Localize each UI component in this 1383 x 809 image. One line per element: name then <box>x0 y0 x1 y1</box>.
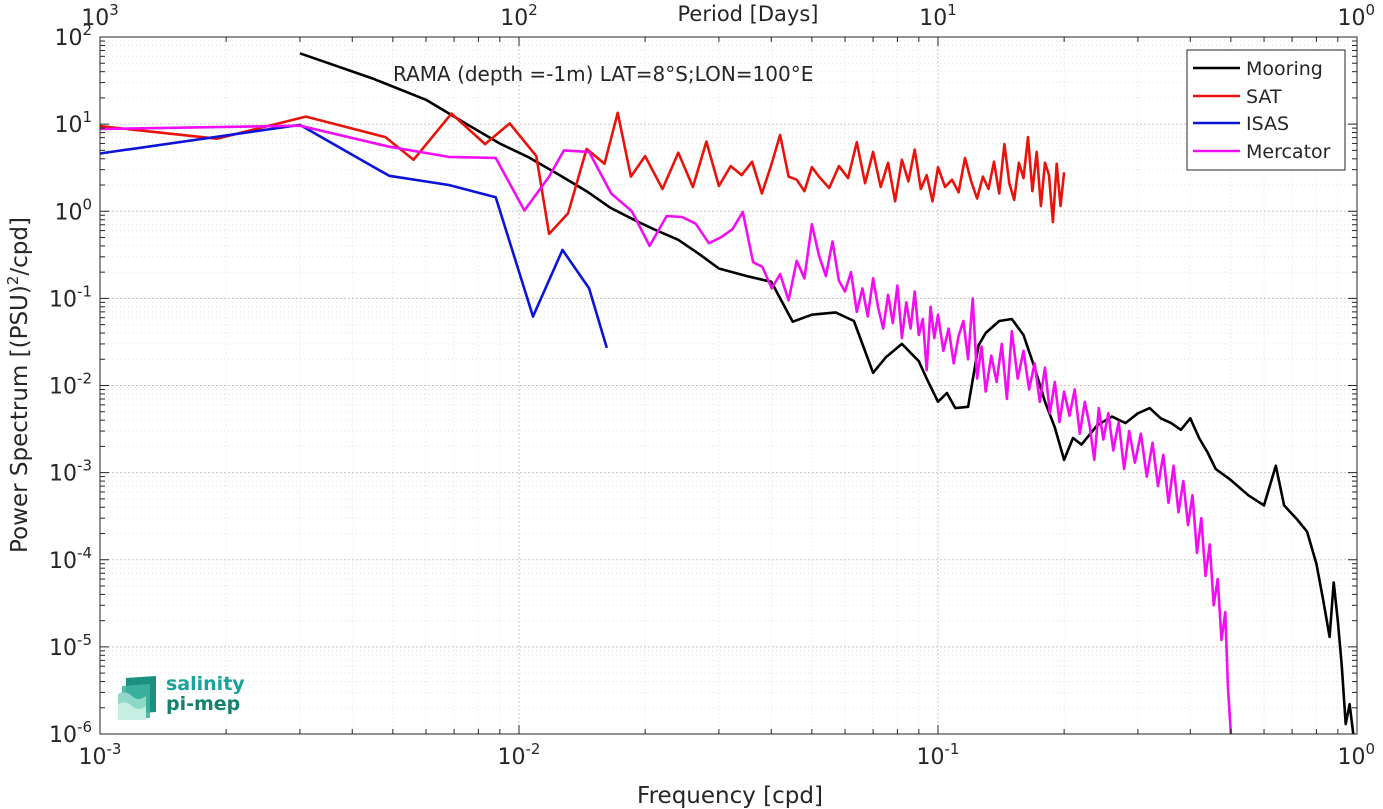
y-tick-label: 10-4 <box>49 544 92 574</box>
y-tick-label: 10-5 <box>49 631 92 661</box>
top-tick-label: 100 <box>1337 1 1375 31</box>
top-axis-label: Period [Days] <box>678 2 819 26</box>
series-line-mercator <box>99 124 1233 735</box>
x-tick-label: 10-3 <box>79 740 122 770</box>
x-axis-label: Frequency [cpd] <box>637 783 823 809</box>
x-tick-label: 10-1 <box>917 740 960 770</box>
y-tick-label: 101 <box>54 108 92 138</box>
chart-title: RAMA (depth =-1m) LAT=8°S;LON=100°E <box>393 62 813 86</box>
series-line-sat <box>99 111 1066 236</box>
y-tick-label: 10-1 <box>49 282 92 312</box>
y-tick-label: 10-3 <box>49 457 92 487</box>
grid <box>99 37 1357 735</box>
series-lines <box>99 52 1355 735</box>
legend-label-mooring: Mooring <box>1246 58 1323 80</box>
y-tick-label: 102 <box>54 21 92 51</box>
top-tick-label: 102 <box>500 1 538 31</box>
x-tick-label: 10-2 <box>498 740 541 770</box>
y-axis-label: Power Spectrum [(PSU)2/cpd] <box>4 217 33 553</box>
salinity-pi-mep-logo: salinity pi-mep <box>116 670 256 726</box>
legend-label-sat: SAT <box>1246 86 1282 108</box>
y-tick-label: 10-6 <box>49 718 92 748</box>
y-tick-label: 100 <box>54 195 92 225</box>
y-tick-label: 10-2 <box>49 370 92 400</box>
legend: Mooring SAT ISAS Mercator <box>1186 49 1346 171</box>
legend-label-mercator: Mercator <box>1246 141 1331 163</box>
legend-label-isas: ISAS <box>1246 113 1289 135</box>
series-line-mooring <box>299 52 1355 735</box>
wave-layers-icon <box>118 676 156 720</box>
series-line-isas <box>99 123 609 349</box>
top-tick-label: 101 <box>919 1 957 31</box>
top-tick-label: 103 <box>81 1 119 31</box>
x-tick-label: 100 <box>1337 740 1375 770</box>
